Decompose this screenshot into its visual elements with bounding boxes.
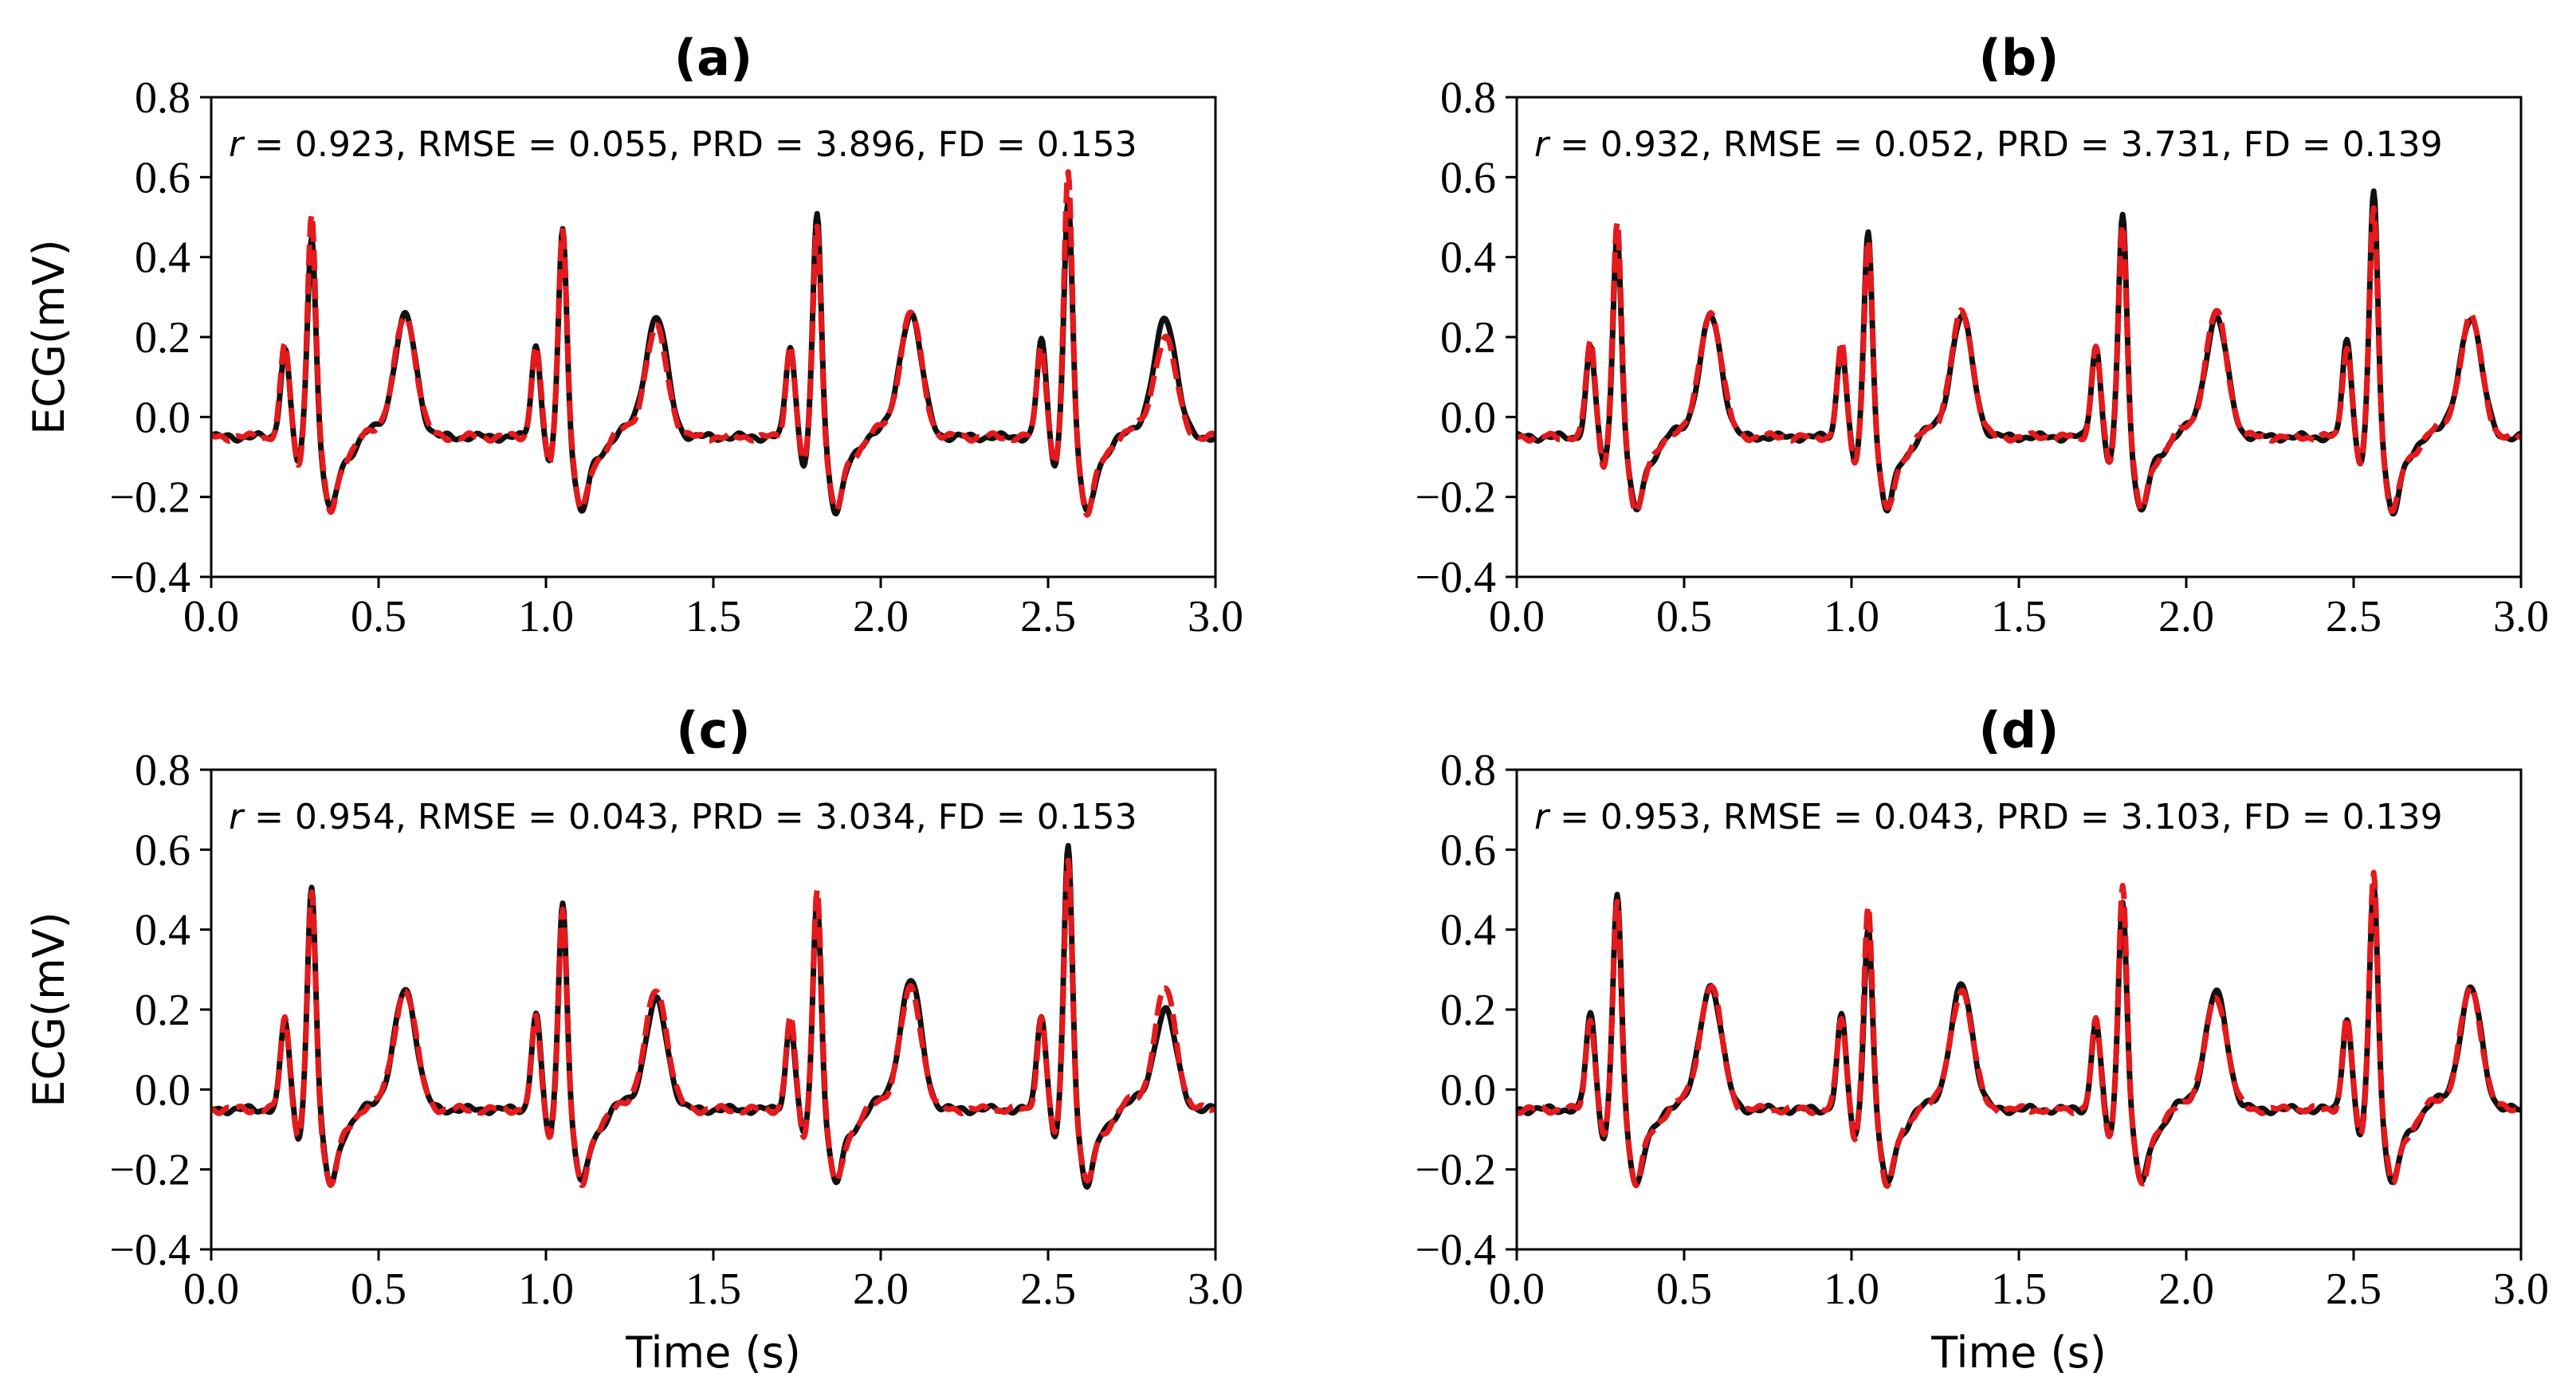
y-tick-label: 0.2 xyxy=(135,986,190,1035)
panel-b: 0.0 0.5 1.0 1.5 2.0 2.5 3.0 −0.4 −0.2 0.0 0.2 0.4 0.… xyxy=(1415,29,2549,641)
y-tick-label: 0.6 xyxy=(135,153,190,202)
panel-title: (b) xyxy=(1978,29,2059,87)
x-tick-label: 2.0 xyxy=(853,592,909,641)
x-tick-label: 2.5 xyxy=(1020,1265,1076,1314)
series-reconstructed xyxy=(211,169,1215,518)
metric-r-symbol: r xyxy=(229,797,245,837)
y-tick-label: 0.4 xyxy=(1440,906,1496,955)
y-tick-label: −0.2 xyxy=(109,1146,190,1195)
x-tick-label: 1.5 xyxy=(1991,592,2047,641)
x-tick-label: 1.0 xyxy=(518,1265,574,1314)
x-tick-label: 2.5 xyxy=(2326,592,2382,641)
metric-values: = 0.923, RMSE = 0.055, PRD = 3.896, FD =… xyxy=(243,124,1137,165)
x-tick-label: 1.0 xyxy=(518,592,574,641)
x-tick-label: 1.0 xyxy=(1824,1265,1879,1314)
y-tick-label: 0.0 xyxy=(135,393,190,442)
y-tick-label: 0.6 xyxy=(135,825,190,875)
y-tick-label: 0.8 xyxy=(1440,73,1496,123)
y-tick-label: 0.2 xyxy=(1440,313,1496,363)
y-tick-label: −0.4 xyxy=(109,553,190,602)
y-tick-label: −0.4 xyxy=(109,1225,190,1275)
panel-title: (d) xyxy=(1978,701,2059,759)
x-tick-label: 2.5 xyxy=(1020,592,1076,641)
metric-r-symbol: r xyxy=(1534,797,1551,837)
x-tick-label: 1.5 xyxy=(685,1265,741,1314)
y-tick-label: 0.8 xyxy=(1440,746,1496,795)
x-tick-label: 3.0 xyxy=(2493,592,2549,641)
metric-r-symbol: r xyxy=(1534,124,1551,165)
x-tick-label: 1.5 xyxy=(685,592,741,641)
x-tick-label: 0.0 xyxy=(183,592,239,641)
panel-title: (c) xyxy=(676,701,750,759)
y-tick-label: 0.4 xyxy=(135,906,190,955)
series-reconstructed xyxy=(211,857,1215,1188)
x-axis-label: Time (s) xyxy=(625,1327,801,1378)
metrics-annotation: r = 0.953, RMSE = 0.043, PRD = 3.103, FD… xyxy=(1534,797,2443,837)
x-tick-label: 1.5 xyxy=(1991,1265,2047,1314)
x-tick-label: 0.5 xyxy=(351,1265,406,1314)
y-tick-label: 0.0 xyxy=(1440,1065,1496,1115)
series-reconstructed xyxy=(1517,869,2521,1190)
x-tick-label: 2.5 xyxy=(2326,1265,2382,1314)
metrics-annotation: r = 0.954, RMSE = 0.043, PRD = 3.034, FD… xyxy=(229,797,1137,837)
x-axis-label: Time (s) xyxy=(1930,1327,2107,1378)
panel-d: 0.0 0.5 1.0 1.5 2.0 2.5 3.0 −0.4 −0.2 0.0 0.2 0.4 0.… xyxy=(1415,701,2549,1378)
metrics-annotation: r = 0.923, RMSE = 0.055, PRD = 3.896, FD… xyxy=(229,124,1137,165)
x-tick-label: 2.0 xyxy=(2158,1265,2214,1314)
x-tick-label: 2.0 xyxy=(2158,592,2214,641)
metric-values: = 0.953, RMSE = 0.043, PRD = 3.103, FD =… xyxy=(1549,797,2443,837)
x-tick-label: 0.0 xyxy=(183,1265,239,1314)
x-tick-label: 3.0 xyxy=(1188,1265,1243,1314)
x-tick-label: 1.0 xyxy=(1824,592,1879,641)
y-axis-label: ECG(mV) xyxy=(24,239,74,434)
y-tick-label: 0.6 xyxy=(1440,825,1496,875)
panel-title: (a) xyxy=(674,29,753,87)
x-tick-label: 0.0 xyxy=(1489,1265,1545,1314)
y-tick-label: 0.4 xyxy=(135,233,190,283)
y-tick-label: 0.8 xyxy=(135,73,190,123)
metric-values: = 0.954, RMSE = 0.043, PRD = 3.034, FD =… xyxy=(243,797,1137,837)
y-tick-label: 0.4 xyxy=(1440,233,1496,283)
x-tick-label: 3.0 xyxy=(2493,1265,2549,1314)
x-tick-label: 0.0 xyxy=(1489,592,1545,641)
y-axis-label: ECG(mV) xyxy=(24,912,74,1107)
x-tick-label: 3.0 xyxy=(1188,592,1243,641)
y-tick-label: 0.2 xyxy=(1440,986,1496,1035)
y-tick-label: −0.2 xyxy=(109,473,190,523)
metric-values: = 0.932, RMSE = 0.052, PRD = 3.731, FD =… xyxy=(1549,124,2443,165)
y-tick-label: 0.2 xyxy=(135,313,190,363)
x-tick-label: 0.5 xyxy=(351,592,406,641)
y-tick-label: −0.4 xyxy=(1415,1225,1496,1275)
series-reconstructed xyxy=(1517,205,2521,516)
x-tick-label: 2.0 xyxy=(853,1265,909,1314)
panel-c: 0.0 0.5 1.0 1.5 2.0 2.5 3.0 −0.4 −0.2 0.0 0.2 0.4 0.… xyxy=(24,701,1243,1378)
y-tick-label: 0.0 xyxy=(1440,393,1496,442)
x-tick-label: 0.5 xyxy=(1656,592,1712,641)
metric-r-symbol: r xyxy=(229,124,245,165)
y-tick-label: 0.8 xyxy=(135,746,190,795)
y-tick-label: −0.4 xyxy=(1415,553,1496,602)
y-tick-label: −0.2 xyxy=(1415,473,1496,523)
x-tick-label: 0.5 xyxy=(1656,1265,1712,1314)
panel-a: 0.0 0.5 1.0 1.5 2.0 2.5 3.0 −0.4 −0.2 0.0 0.2 0.4 0.… xyxy=(24,29,1243,641)
y-tick-label: 0.0 xyxy=(135,1065,190,1115)
y-tick-label: 0.6 xyxy=(1440,153,1496,202)
y-tick-label: −0.2 xyxy=(1415,1146,1496,1195)
metrics-annotation: r = 0.932, RMSE = 0.052, PRD = 3.731, FD… xyxy=(1534,124,2443,165)
